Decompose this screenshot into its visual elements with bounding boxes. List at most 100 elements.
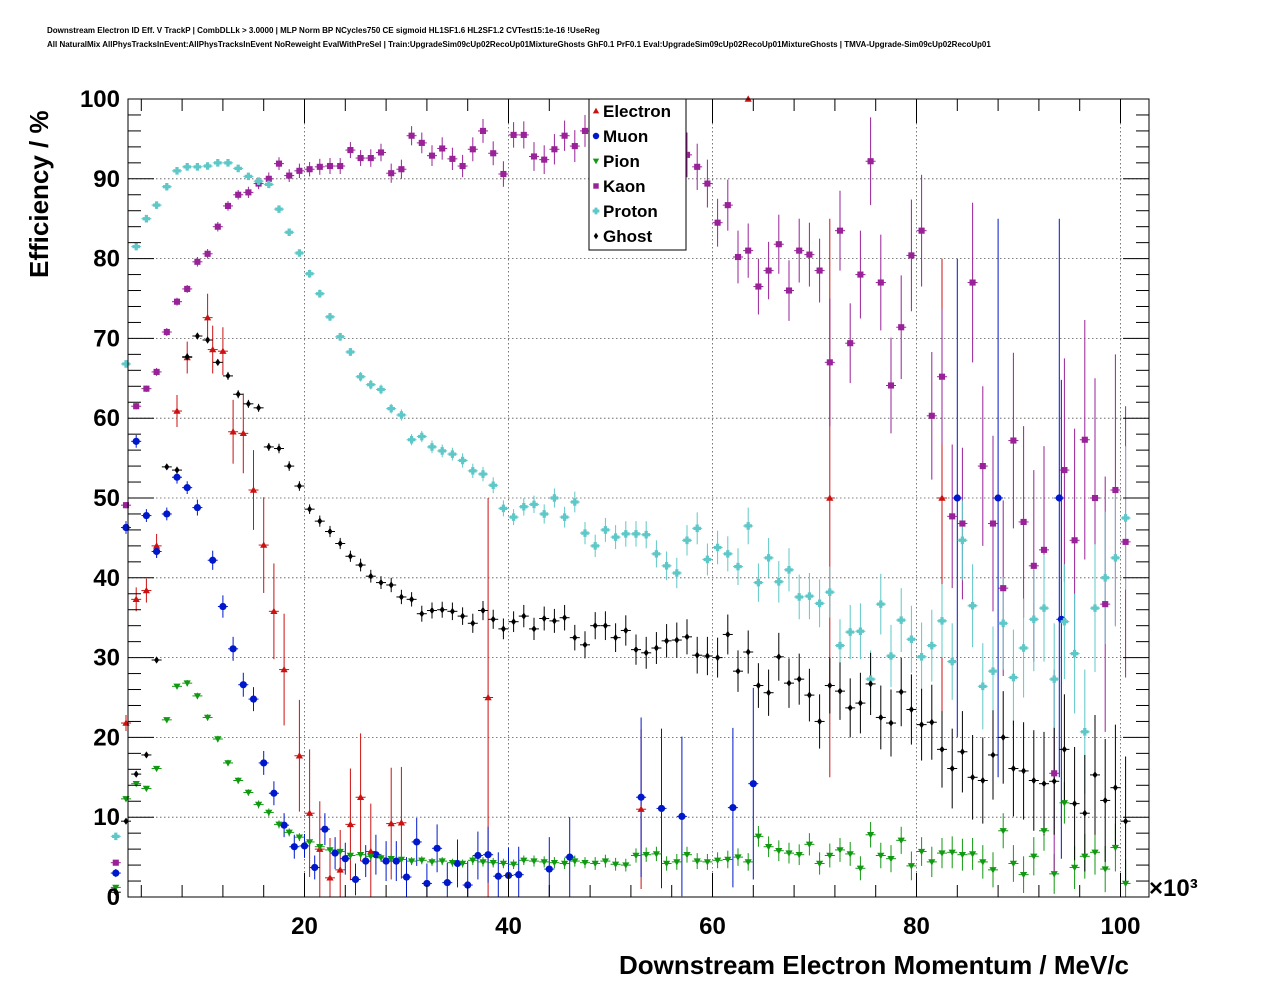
muon-point (484, 851, 492, 859)
ghost-point (868, 680, 874, 688)
proton-point (1111, 554, 1120, 562)
kaon-point (714, 219, 721, 226)
kaon-point (173, 298, 181, 305)
proton-point (693, 524, 701, 533)
ghost-point (1021, 767, 1027, 775)
ghost-point (592, 622, 598, 630)
kaon-point (347, 147, 354, 154)
muon-point (173, 473, 181, 481)
proton-point (826, 588, 834, 596)
y-tick-label: 20 (93, 724, 120, 751)
proton-point (632, 530, 640, 538)
ghost-point (817, 717, 823, 726)
ghost-point (888, 719, 894, 727)
pion-point (1101, 866, 1109, 873)
pion-point (1030, 853, 1038, 860)
pion-point (581, 859, 589, 867)
kaon-point (408, 132, 415, 139)
pion-point (846, 851, 854, 858)
legend-label-muon: Muon (603, 127, 648, 146)
electron-point (239, 429, 247, 437)
ghost-point (347, 552, 353, 560)
ghost-point (827, 681, 833, 690)
pion-point (520, 857, 528, 864)
proton-point (122, 360, 130, 368)
kaon-point (938, 373, 946, 380)
ghost-point (725, 630, 731, 639)
kaon-point (989, 520, 997, 527)
ghost-point (1031, 776, 1037, 785)
legend-marker-ghost (593, 232, 599, 240)
kaon-point (1020, 518, 1027, 525)
proton-point (917, 653, 926, 661)
pion-point (1020, 871, 1028, 879)
muon-point (413, 838, 421, 846)
y-tick-label: 50 (93, 485, 120, 512)
muon-point (382, 857, 390, 865)
proton-point (999, 619, 1007, 628)
muon-point (474, 851, 482, 860)
pion-point (663, 860, 671, 868)
pion-point (683, 852, 691, 859)
kaon-point (561, 132, 568, 139)
electron-point (326, 874, 334, 881)
kaon-point (530, 153, 538, 160)
pion-point (530, 858, 538, 865)
kaon-point (153, 368, 160, 375)
muon-point (1055, 494, 1063, 502)
ghost-point (776, 653, 782, 661)
kaon-point (275, 160, 283, 167)
proton-point (142, 214, 151, 223)
pion-point (336, 848, 344, 856)
legend-box (588, 98, 687, 251)
proton-point (1070, 649, 1079, 658)
chart-title-line-2: All NaturalMix AllPhysTracksInEvent:AllP… (47, 40, 991, 49)
proton-point (846, 628, 854, 636)
proton-point (856, 627, 865, 636)
ghost-point (704, 652, 710, 660)
pion-point (183, 680, 191, 687)
legend-marker-kaon (593, 183, 599, 189)
proton-point (1050, 675, 1058, 683)
pion-point (867, 832, 875, 839)
proton-point (1009, 673, 1018, 682)
proton-point (724, 550, 732, 558)
ghost-point (908, 705, 914, 714)
ghost-point (837, 687, 843, 695)
pion-point (306, 839, 314, 846)
kaon-point (469, 146, 476, 153)
proton-point (356, 372, 365, 381)
kaon-point (796, 247, 803, 254)
pion-point (897, 837, 905, 844)
proton-point (734, 562, 742, 571)
proton-point (152, 201, 161, 209)
muon-point (270, 789, 278, 797)
legend-marker-electron (592, 107, 600, 114)
proton-point (662, 562, 671, 570)
ghost-point (582, 641, 588, 649)
kaon-point (847, 340, 854, 347)
electron-point (306, 809, 314, 816)
muon-point (392, 857, 400, 865)
kaon-point (1112, 486, 1119, 494)
pion-point (642, 852, 650, 859)
pion-point (408, 858, 416, 865)
chart-title-line-1: Downstream Electron ID Eff. V TrackP | C… (47, 26, 600, 35)
electron-point (367, 847, 375, 855)
ghost-point (245, 400, 251, 408)
ghost-point (235, 390, 241, 398)
pion-point (255, 801, 263, 809)
kaon-point (1000, 585, 1007, 592)
pion-point (765, 844, 773, 851)
proton-point (907, 635, 916, 644)
pion-point (887, 855, 895, 863)
ghost-point (460, 612, 466, 620)
proton-point (407, 435, 416, 444)
kaon-point (908, 252, 915, 259)
proton-point (938, 617, 946, 625)
proton-point (1101, 574, 1109, 582)
y-tick-label: 80 (93, 246, 120, 273)
muon-point (994, 494, 1002, 502)
kaon-point (745, 247, 752, 254)
ghost-point (133, 770, 139, 778)
